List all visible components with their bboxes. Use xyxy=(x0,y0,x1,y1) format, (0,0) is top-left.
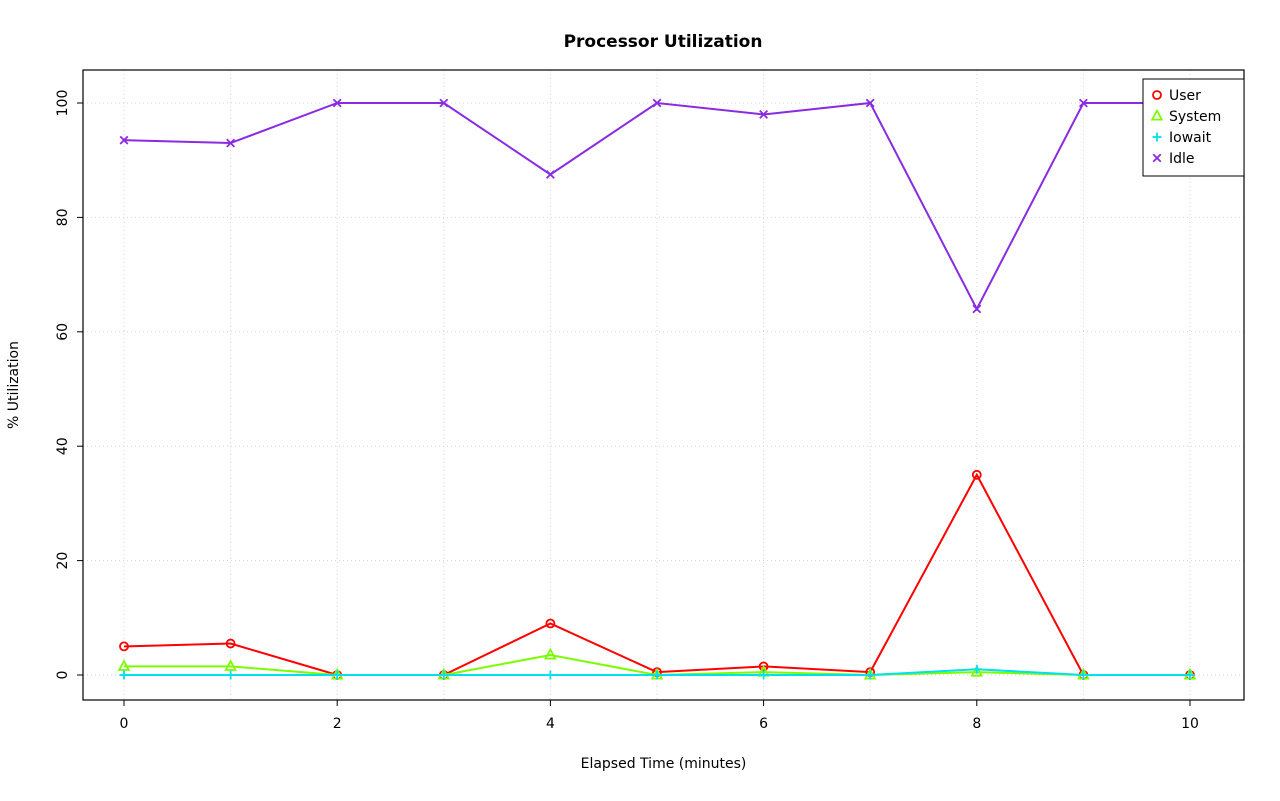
legend: User System Iowait Idle xyxy=(1142,78,1245,177)
svg-text:40: 40 xyxy=(55,437,71,455)
svg-text:60: 60 xyxy=(55,323,71,341)
series-iowait xyxy=(119,664,1195,680)
y-axis-label: % Utilization xyxy=(6,341,22,429)
svg-text:10: 10 xyxy=(1181,716,1199,732)
svg-text:0: 0 xyxy=(55,671,71,680)
x-axis-label: Elapsed Time (minutes) xyxy=(581,756,747,772)
legend-label-system: System xyxy=(1169,109,1221,125)
svg-text:0: 0 xyxy=(120,716,129,732)
svg-text:8: 8 xyxy=(972,716,981,732)
svg-text:4: 4 xyxy=(546,716,555,732)
series-idle xyxy=(119,98,1195,314)
svg-text:80: 80 xyxy=(55,208,71,226)
svg-text:20: 20 xyxy=(55,552,71,570)
legend-label-iowait: Iowait xyxy=(1169,130,1212,146)
svg-text:6: 6 xyxy=(759,716,768,732)
svg-text:2: 2 xyxy=(333,716,342,732)
plot-frame xyxy=(82,69,1245,701)
legend-label-user: User xyxy=(1169,88,1201,104)
legend-label-idle: Idle xyxy=(1169,151,1195,167)
svg-text:100: 100 xyxy=(55,90,71,117)
chart-title: Processor Utilization xyxy=(563,32,763,52)
grid-lines xyxy=(83,70,1244,700)
axis-ticks xyxy=(77,102,1191,706)
